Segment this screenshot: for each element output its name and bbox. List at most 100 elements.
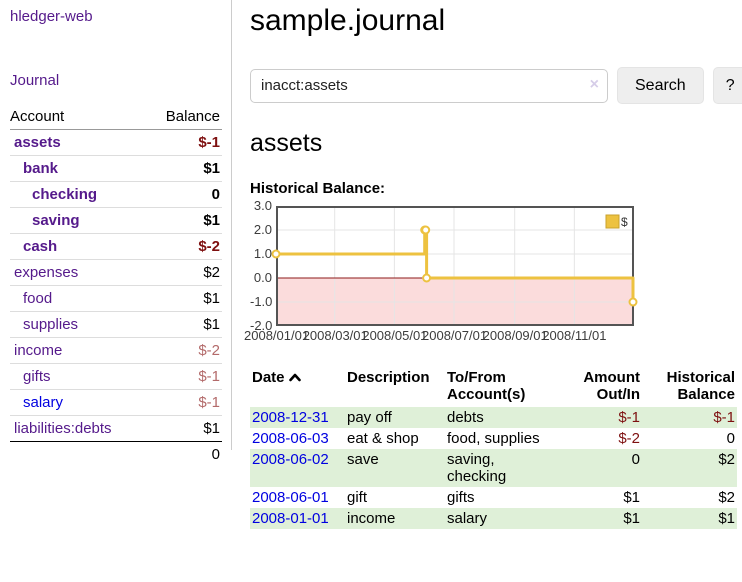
register-row: 2008-12-31 pay off debts $-1 $-1	[250, 407, 737, 428]
x-axis-tick-label: 2008/09/01	[482, 328, 548, 343]
y-axis-tick-label: -2.0	[250, 318, 273, 333]
transaction-date-link[interactable]: 2008-06-01	[252, 489, 329, 506]
account-link-checking[interactable]: checking	[32, 186, 98, 203]
account-row: liabilities:debts $1	[10, 416, 222, 442]
register-description-cell: pay off	[347, 409, 392, 426]
register-amount-cell: $1	[623, 510, 640, 527]
account-balance: $-2	[147, 233, 222, 260]
register-accounts-cell: saving, checking	[447, 451, 507, 485]
x-axis-tick-label: 2008/05/01	[362, 328, 428, 343]
date-header-label: Date	[252, 369, 285, 386]
account-link-salary[interactable]: salary	[23, 394, 64, 411]
amount-header-line1: Amount	[583, 369, 640, 386]
register-balance-cell: $2	[718, 451, 735, 468]
account-link-assets[interactable]: assets	[14, 134, 61, 151]
accounts-column-header-main: To/From Account(s)	[445, 367, 555, 407]
account-link-saving[interactable]: saving	[32, 212, 80, 229]
account-link-liabilities-debts[interactable]: liabilities:debts	[14, 420, 112, 437]
transaction-date-link[interactable]: 2008-06-02	[252, 451, 329, 468]
account-link-cash[interactable]: cash	[23, 238, 58, 255]
account-row: salary $-1	[10, 389, 222, 416]
account-balance: $-1	[147, 129, 222, 156]
account-link-supplies[interactable]: supplies	[23, 316, 79, 333]
x-axis-tick-label: 2008/07/01	[422, 328, 488, 343]
historical-balance-chart: $3.0 2.0 1.0 0.0 -1.0 -2.0 2008/01/01 2008/03/0…	[244, 198, 742, 348]
sort-ascending-icon	[288, 370, 302, 387]
register-amount-cell: 0	[631, 451, 640, 468]
register-description-cell: eat & shop	[347, 430, 419, 447]
date-column-header[interactable]: Date	[250, 367, 345, 407]
account-heading: assets	[250, 129, 323, 157]
account-name-cell: checking	[10, 181, 148, 208]
sidebar-item-journal[interactable]: Journal	[10, 72, 60, 89]
account-name-cell: salary	[10, 389, 148, 416]
register-amount-cell: $-2	[618, 430, 640, 447]
register-description-cell: save	[347, 451, 379, 468]
accounts-total-value: 0	[147, 441, 222, 467]
main-content: sample.journal × Search ? assets Histori…	[244, 0, 742, 529]
account-row: income $-2	[10, 337, 222, 364]
account-link-food[interactable]: food	[23, 290, 53, 307]
account-balance: $-2	[147, 337, 222, 364]
search-button[interactable]: Search	[617, 67, 704, 104]
account-row: assets $-1	[10, 129, 222, 156]
account-balance: $-1	[147, 389, 222, 416]
account-link-income[interactable]: income	[14, 342, 63, 359]
register-balance-cell: $-1	[713, 409, 735, 426]
account-row: saving $1	[10, 207, 222, 234]
register-date-cell: 2008-01-01	[250, 508, 345, 529]
account-link-gifts[interactable]: gifts	[23, 368, 51, 385]
clear-search-icon[interactable]: ×	[589, 75, 599, 93]
account-balance: $1	[147, 285, 222, 312]
balance-header-line1: Historical	[666, 369, 735, 386]
accounts-table: Account Balance assets $-1 bank $1 checking 0…	[10, 104, 222, 467]
account-link-bank[interactable]: bank	[23, 160, 59, 177]
account-name-cell: saving	[10, 207, 148, 234]
amount-header-line2: Out/In	[596, 386, 640, 403]
search-input[interactable]	[250, 68, 608, 103]
account-row: cash $-2	[10, 233, 222, 260]
register-row: 2008-01-01 income salary $1 $1	[250, 508, 737, 529]
register-header-row: Date Description To/From Account(s) Amou…	[250, 367, 737, 407]
register-date-cell: 2008-06-02	[250, 449, 345, 487]
balance-column-header: Balance	[147, 104, 222, 130]
y-axis-tick-label: -1.0	[250, 294, 273, 309]
register-accounts-cell: salary	[447, 510, 488, 527]
account-balance: $1	[147, 207, 222, 234]
account-name-cell: supplies	[10, 311, 148, 338]
register-amount-cell: $-1	[618, 409, 640, 426]
account-name-cell: income	[10, 337, 148, 364]
accounts-header-line2: Account(s)	[447, 386, 526, 403]
register-table: Date Description To/From Account(s) Amou…	[250, 367, 737, 529]
register-description-cell: income	[347, 510, 396, 527]
help-button[interactable]: ?	[712, 67, 742, 104]
accounts-column-header: Account	[10, 104, 148, 130]
account-balance: $2	[147, 259, 222, 286]
account-name-cell: bank	[10, 155, 148, 182]
account-name-cell: food	[10, 285, 148, 312]
transaction-date-link[interactable]: 2008-01-01	[252, 510, 329, 527]
register-row: 2008-06-02 save saving, checking 0 $2	[250, 449, 737, 487]
account-row: expenses $2	[10, 259, 222, 286]
y-axis-tick-label: 0.0	[253, 270, 272, 285]
account-balance: $-1	[147, 363, 222, 390]
app-title-link[interactable]: hledger-web	[10, 8, 93, 25]
legend-swatch	[605, 214, 620, 229]
account-balance: $1	[147, 155, 222, 182]
register-balance-cell: $1	[718, 510, 735, 527]
y-axis-tick-label: 2.0	[253, 222, 272, 237]
spacer	[10, 441, 148, 467]
account-row: supplies $1	[10, 311, 222, 338]
accounts-header-line1: To/From	[447, 369, 506, 386]
register-balance-cell: $2	[718, 489, 735, 506]
account-row: gifts $-1	[10, 363, 222, 390]
y-axis-tick-label: 3.0	[253, 198, 272, 213]
transaction-date-link[interactable]: 2008-12-31	[252, 409, 329, 426]
account-row: checking 0	[10, 181, 222, 208]
balance-column-header-main: Historical Balance	[642, 367, 737, 407]
account-row: bank $1	[10, 155, 222, 182]
account-link-expenses[interactable]: expenses	[14, 264, 79, 281]
account-balance: $1	[203, 420, 220, 437]
transaction-date-link[interactable]: 2008-06-03	[252, 430, 329, 447]
